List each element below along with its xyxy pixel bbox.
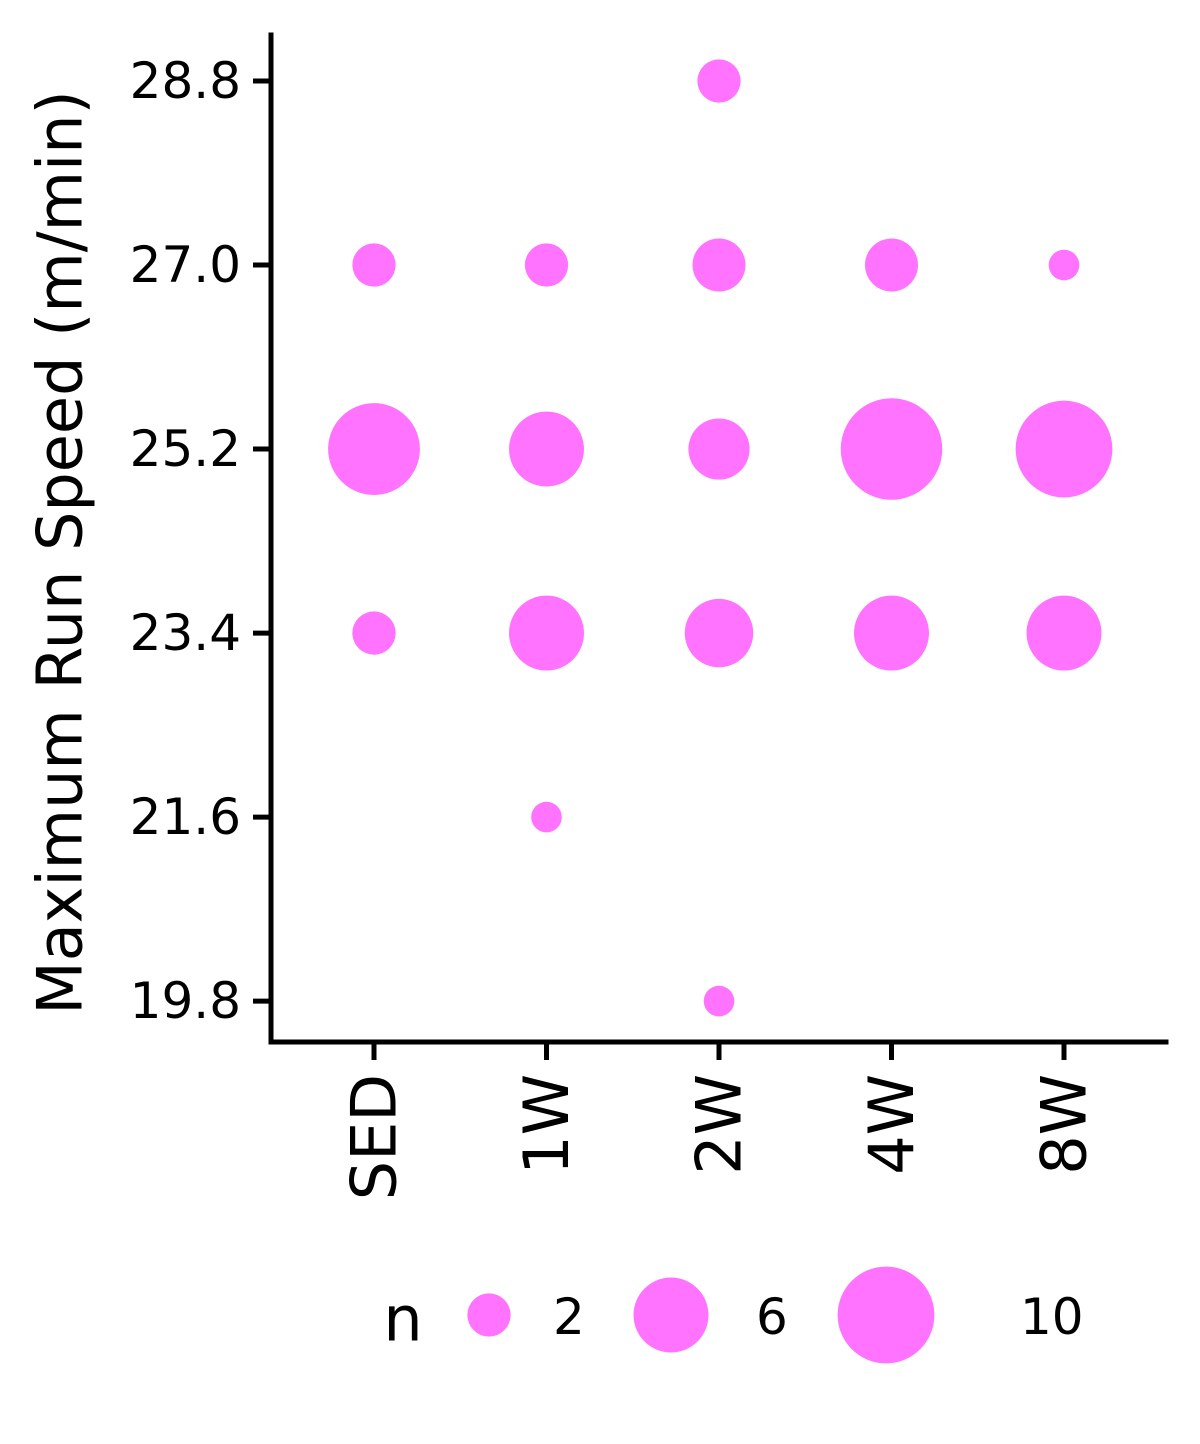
y-tick-label: 28.8	[130, 52, 241, 110]
x-tick-label-4w: 4W	[855, 1074, 928, 1175]
data-point-2w-27	[692, 238, 746, 292]
y-tick-label: 27.0	[130, 236, 241, 294]
y-tick-label: 25.2	[130, 420, 241, 478]
points-layer	[328, 59, 1113, 1017]
data-point-2w-25_2	[688, 418, 750, 480]
axes-layer: Maximum Run Speed (m/min)	[24, 32, 1169, 1045]
data-point-2w-28_8	[697, 59, 741, 103]
data-point-sed-27	[352, 243, 396, 287]
legend-layer: n 2 6 10	[383, 1266, 1084, 1364]
data-point-8w-25_2	[1015, 400, 1113, 498]
data-point-2w-23_4	[684, 598, 754, 668]
legend-label-6: 6	[756, 1288, 788, 1346]
legend-key-6	[633, 1277, 709, 1353]
y-axis-title: Maximum Run Speed (m/min)	[24, 90, 97, 1014]
data-point-8w-27	[1048, 249, 1080, 281]
legend-key-10	[837, 1266, 935, 1364]
y-tick-label: 19.8	[130, 972, 241, 1030]
data-point-4w-27	[864, 238, 919, 292]
data-point-4w-25_2	[840, 398, 943, 500]
x-tick-label-sed: SED	[338, 1074, 411, 1200]
data-point-sed-25_2	[328, 403, 420, 495]
data-point-2w-19_8	[703, 985, 735, 1017]
data-point-1w-27	[524, 243, 569, 287]
data-point-1w-23_4	[509, 595, 584, 671]
legend-label-2: 2	[553, 1288, 585, 1346]
y-tick-label: 23.4	[130, 604, 241, 662]
y-tick-label: 21.6	[130, 788, 241, 846]
legend-label-10: 10	[1020, 1288, 1084, 1346]
data-point-sed-23_4	[352, 611, 396, 655]
data-point-4w-23_4	[854, 595, 929, 671]
x-tick-label-8w: 8W	[1028, 1074, 1101, 1175]
data-point-1w-21_6	[531, 801, 562, 833]
legend-key-2	[467, 1293, 511, 1337]
data-point-1w-25_2	[509, 411, 584, 487]
data-point-8w-23_4	[1026, 595, 1102, 671]
ticks-layer: 19.8 21.6 23.4 25.2 27.0 28.8 SED 1W 2W 4W 8W	[130, 52, 1101, 1200]
x-tick-label-1w: 1W	[510, 1074, 583, 1175]
legend-title: n	[383, 1283, 422, 1356]
x-tick-label-2w: 2W	[683, 1074, 756, 1175]
